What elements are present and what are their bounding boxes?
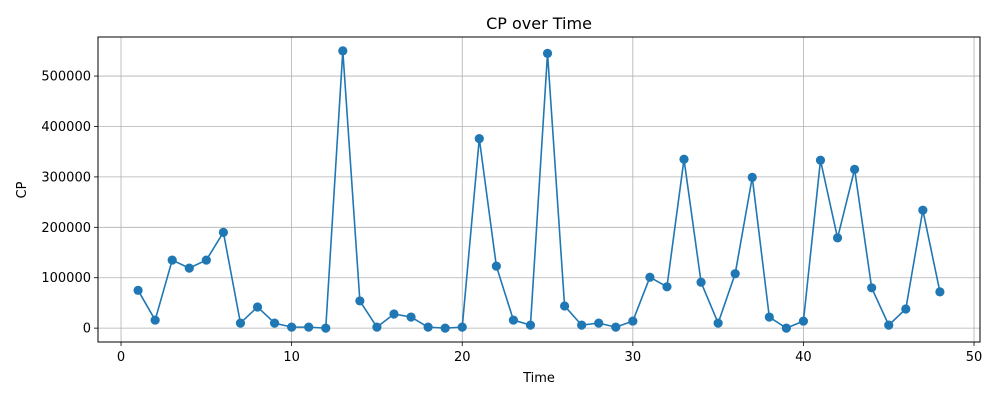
x-tick-label: 20: [454, 350, 471, 365]
x-tick-label: 50: [966, 350, 983, 365]
data-point: [252, 302, 263, 312]
data-point: [764, 312, 774, 322]
data-point: [696, 277, 706, 287]
data-point: [201, 255, 211, 265]
data-point: [935, 287, 945, 297]
data-point: [474, 133, 484, 144]
data-point: [321, 323, 331, 333]
data-point: [645, 272, 655, 282]
y-axis-title: CP: [15, 181, 30, 198]
y-tick-label: 300000: [41, 170, 91, 185]
data-point: [235, 318, 246, 328]
x-tick-label: 10: [283, 350, 300, 365]
data-point: [611, 322, 621, 332]
x-axis-title: Time: [522, 371, 555, 386]
data-point: [679, 154, 689, 164]
data-point: [491, 261, 501, 271]
data-point: [918, 205, 928, 215]
data-point: [815, 155, 826, 165]
data-point: [525, 320, 536, 330]
data-point: [747, 172, 757, 183]
data-point: [832, 233, 843, 243]
data-point: [577, 320, 587, 330]
data-point: [440, 323, 450, 333]
data-point: [338, 46, 348, 56]
x-tick-label: 40: [795, 350, 812, 365]
data-point: [150, 315, 160, 325]
data-point: [850, 164, 860, 174]
plot-frame: [97, 36, 981, 343]
data-point: [508, 315, 519, 325]
data-point: [406, 312, 416, 322]
data-point: [901, 304, 911, 314]
data-point: [628, 316, 638, 326]
y-tick-label: 500000: [41, 70, 91, 85]
data-point: [594, 318, 604, 328]
x-tick-label: 30: [625, 350, 642, 365]
data-point: [304, 322, 314, 332]
data-point: [867, 283, 877, 293]
axis-ticks: 0 10 20 30 40 50 0 100000 200000 300000 400000 5000…: [41, 70, 982, 365]
chart-title: CP over Time: [486, 14, 592, 33]
data-point: [269, 318, 280, 328]
data-point: [423, 322, 433, 332]
data-point: [184, 263, 194, 273]
data-point: [287, 322, 297, 332]
y-tick-label: 100000: [41, 271, 91, 286]
grid-lines: [98, 37, 980, 342]
data-point: [133, 285, 143, 295]
data-point: [372, 322, 382, 332]
data-point: [730, 269, 740, 279]
data-point: [167, 255, 177, 265]
data-point: [781, 323, 791, 333]
y-tick-label: 0: [83, 322, 91, 337]
data-point: [662, 282, 672, 292]
y-tick-label: 400000: [41, 120, 91, 135]
data-point: [218, 227, 228, 237]
data-point: [559, 301, 570, 311]
data-point: [798, 316, 809, 326]
data-point: [389, 309, 399, 319]
data-point: [884, 320, 894, 330]
data-series: [133, 46, 945, 333]
data-point: [713, 318, 723, 328]
data-point: [542, 48, 553, 58]
y-tick-label: 200000: [41, 221, 91, 236]
data-point: [355, 296, 365, 306]
data-point: [457, 322, 467, 332]
x-tick-label: 0: [117, 350, 125, 365]
